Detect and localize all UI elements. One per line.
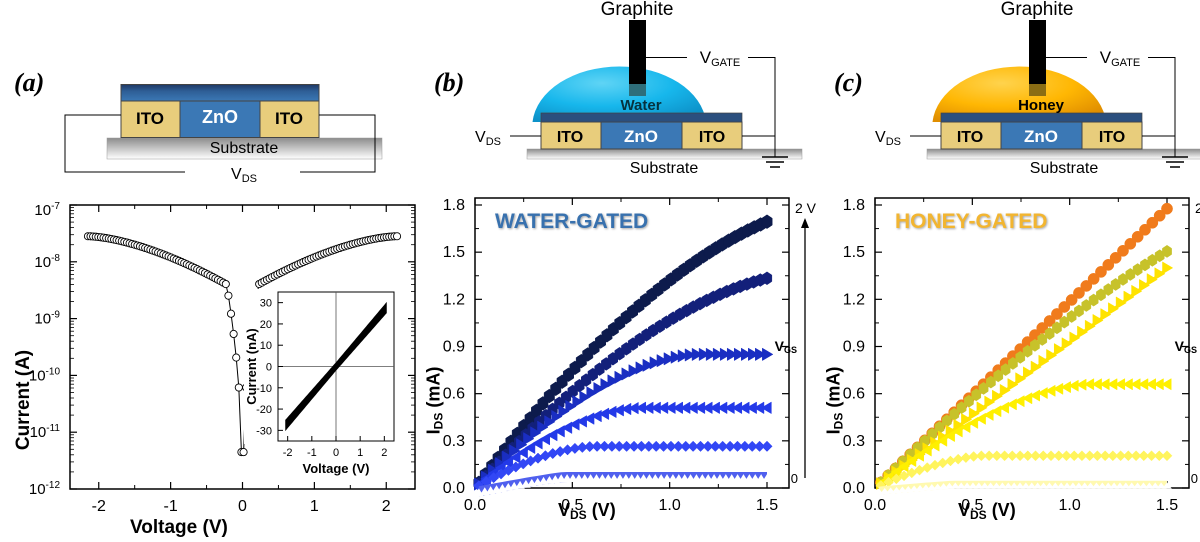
svg-text:2 V: 2 V <box>795 200 817 216</box>
svg-text:VGATE: VGATE <box>1100 48 1140 69</box>
svg-text:10: 10 <box>260 340 272 352</box>
svg-text:-2: -2 <box>283 447 293 459</box>
svg-text:20: 20 <box>260 319 272 331</box>
svg-text:Substrate: Substrate <box>1030 160 1099 177</box>
svg-text:ITO: ITO <box>957 129 983 146</box>
svg-text:1.5: 1.5 <box>843 244 865 261</box>
svg-text:WATER-GATED: WATER-GATED <box>495 210 648 233</box>
svg-text:0.5: 0.5 <box>961 497 983 514</box>
svg-text:ZnO: ZnO <box>624 127 658 146</box>
svg-text:0.9: 0.9 <box>443 339 465 356</box>
svg-text:Current (nA): Current (nA) <box>244 328 259 405</box>
svg-text:ITO: ITO <box>557 129 583 146</box>
svg-text:Honey: Honey <box>1018 97 1065 114</box>
svg-text:0: 0 <box>1191 471 1198 486</box>
svg-text:2: 2 <box>382 498 391 515</box>
svg-text:Substrate: Substrate <box>630 160 699 177</box>
svg-text:0.3: 0.3 <box>843 433 865 450</box>
svg-text:0.9: 0.9 <box>843 339 865 356</box>
svg-text:0.6: 0.6 <box>443 386 465 403</box>
svg-text:Water: Water <box>620 97 661 114</box>
svg-text:ITO: ITO <box>1099 129 1125 146</box>
svg-text:-1: -1 <box>307 447 317 459</box>
svg-text:0.0: 0.0 <box>843 480 865 497</box>
svg-text:-30: -30 <box>256 425 272 437</box>
svg-text:10-8: 10-8 <box>34 253 60 271</box>
svg-text:10-7: 10-7 <box>34 201 60 219</box>
svg-text:VGATE: VGATE <box>700 48 740 69</box>
svg-text:Graphite: Graphite <box>1001 0 1074 20</box>
svg-text:Substrate: Substrate <box>210 140 279 157</box>
svg-text:1.0: 1.0 <box>1059 497 1081 514</box>
svg-text:10-12: 10-12 <box>29 480 61 498</box>
svg-text:1: 1 <box>357 447 363 459</box>
svg-text:0.3: 0.3 <box>443 433 465 450</box>
svg-text:1.5: 1.5 <box>443 244 465 261</box>
svg-text:1.8: 1.8 <box>443 197 465 214</box>
svg-text:-2: -2 <box>92 498 106 515</box>
svg-text:0.6: 0.6 <box>843 386 865 403</box>
svg-text:0: 0 <box>266 362 272 374</box>
svg-text:1.5: 1.5 <box>1156 497 1178 514</box>
svg-text:1.0: 1.0 <box>659 497 681 514</box>
svg-text:0.0: 0.0 <box>864 497 886 514</box>
svg-text:2: 2 <box>381 447 387 459</box>
svg-text:ZnO: ZnO <box>1024 127 1058 146</box>
svg-text:0: 0 <box>791 471 798 486</box>
svg-text:1.5: 1.5 <box>756 497 778 514</box>
svg-text:10-9: 10-9 <box>34 310 60 328</box>
svg-text:10-10: 10-10 <box>29 366 61 384</box>
svg-text:30: 30 <box>260 298 272 310</box>
svg-text:0.0: 0.0 <box>443 480 465 497</box>
svg-text:0: 0 <box>238 498 247 515</box>
svg-text:1.2: 1.2 <box>843 291 865 308</box>
svg-text:VDS: VDS <box>231 166 257 185</box>
svg-text:0.5: 0.5 <box>561 497 583 514</box>
svg-text:Graphite: Graphite <box>601 0 674 20</box>
svg-text:-20: -20 <box>256 404 272 416</box>
svg-text:1.8: 1.8 <box>843 197 865 214</box>
svg-text:VGS: VGS <box>775 338 797 355</box>
svg-text:VGS: VGS <box>1175 338 1197 355</box>
svg-text:HONEY-GATED: HONEY-GATED <box>895 210 1047 233</box>
svg-text:0.0: 0.0 <box>464 497 486 514</box>
svg-text:ITO: ITO <box>275 109 303 128</box>
svg-text:VDS: VDS <box>475 129 501 148</box>
svg-text:1: 1 <box>310 498 319 515</box>
svg-text:ZnO: ZnO <box>202 107 238 127</box>
svg-text:-1: -1 <box>164 498 178 515</box>
svg-text:ITO: ITO <box>699 129 725 146</box>
svg-text:10-11: 10-11 <box>30 423 61 441</box>
svg-text:0: 0 <box>333 447 339 459</box>
svg-text:2 V: 2 V <box>1195 200 1200 216</box>
svg-text:1.2: 1.2 <box>443 291 465 308</box>
svg-text:Voltage (V): Voltage (V) <box>303 461 370 476</box>
svg-text:VDS: VDS <box>875 129 901 148</box>
svg-text:ITO: ITO <box>136 109 164 128</box>
